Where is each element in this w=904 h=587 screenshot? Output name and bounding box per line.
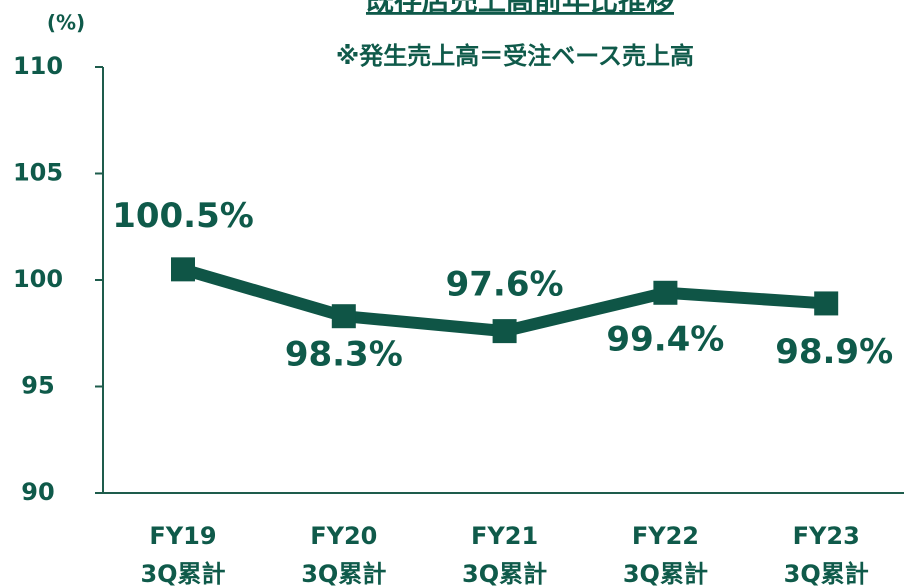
x-tick-label: 3Q累計 [784,560,869,587]
y-tick-label: 100 [13,265,63,293]
y-tick-label: 105 [13,159,63,187]
x-tick-label: 3Q累計 [301,560,386,587]
x-tick-label: 3Q累計 [462,560,547,587]
y-tick-label: 95 [21,372,54,400]
chart-subtitle: ※発生売上高＝受注ベース売上高 [336,42,694,70]
x-tick-label: FY20 [310,522,377,550]
point [653,280,678,305]
x-tick-label: FY21 [471,522,538,550]
data-label: 97.6% [446,265,564,305]
point [171,257,195,282]
data-label: 100.5% [112,196,254,236]
point [814,291,839,316]
y-axis-label: (%) [47,11,85,35]
data-label: 99.4% [606,319,724,359]
x-tick-label: FY23 [793,522,860,550]
point [331,304,356,329]
y-tick-label: 90 [21,478,54,506]
data-label: 98.9% [775,332,893,372]
y-tick-label: 110 [13,52,63,80]
x-tick-label: 3Q累計 [623,560,708,587]
x-tick-label: FY19 [149,522,216,550]
chart-title: 既存店売上高前年比推移 [366,0,674,17]
x-tick-label: FY22 [632,522,699,550]
data-label: 98.3% [285,335,403,375]
x-tick-label: 3Q累計 [140,560,225,587]
point [492,319,517,344]
